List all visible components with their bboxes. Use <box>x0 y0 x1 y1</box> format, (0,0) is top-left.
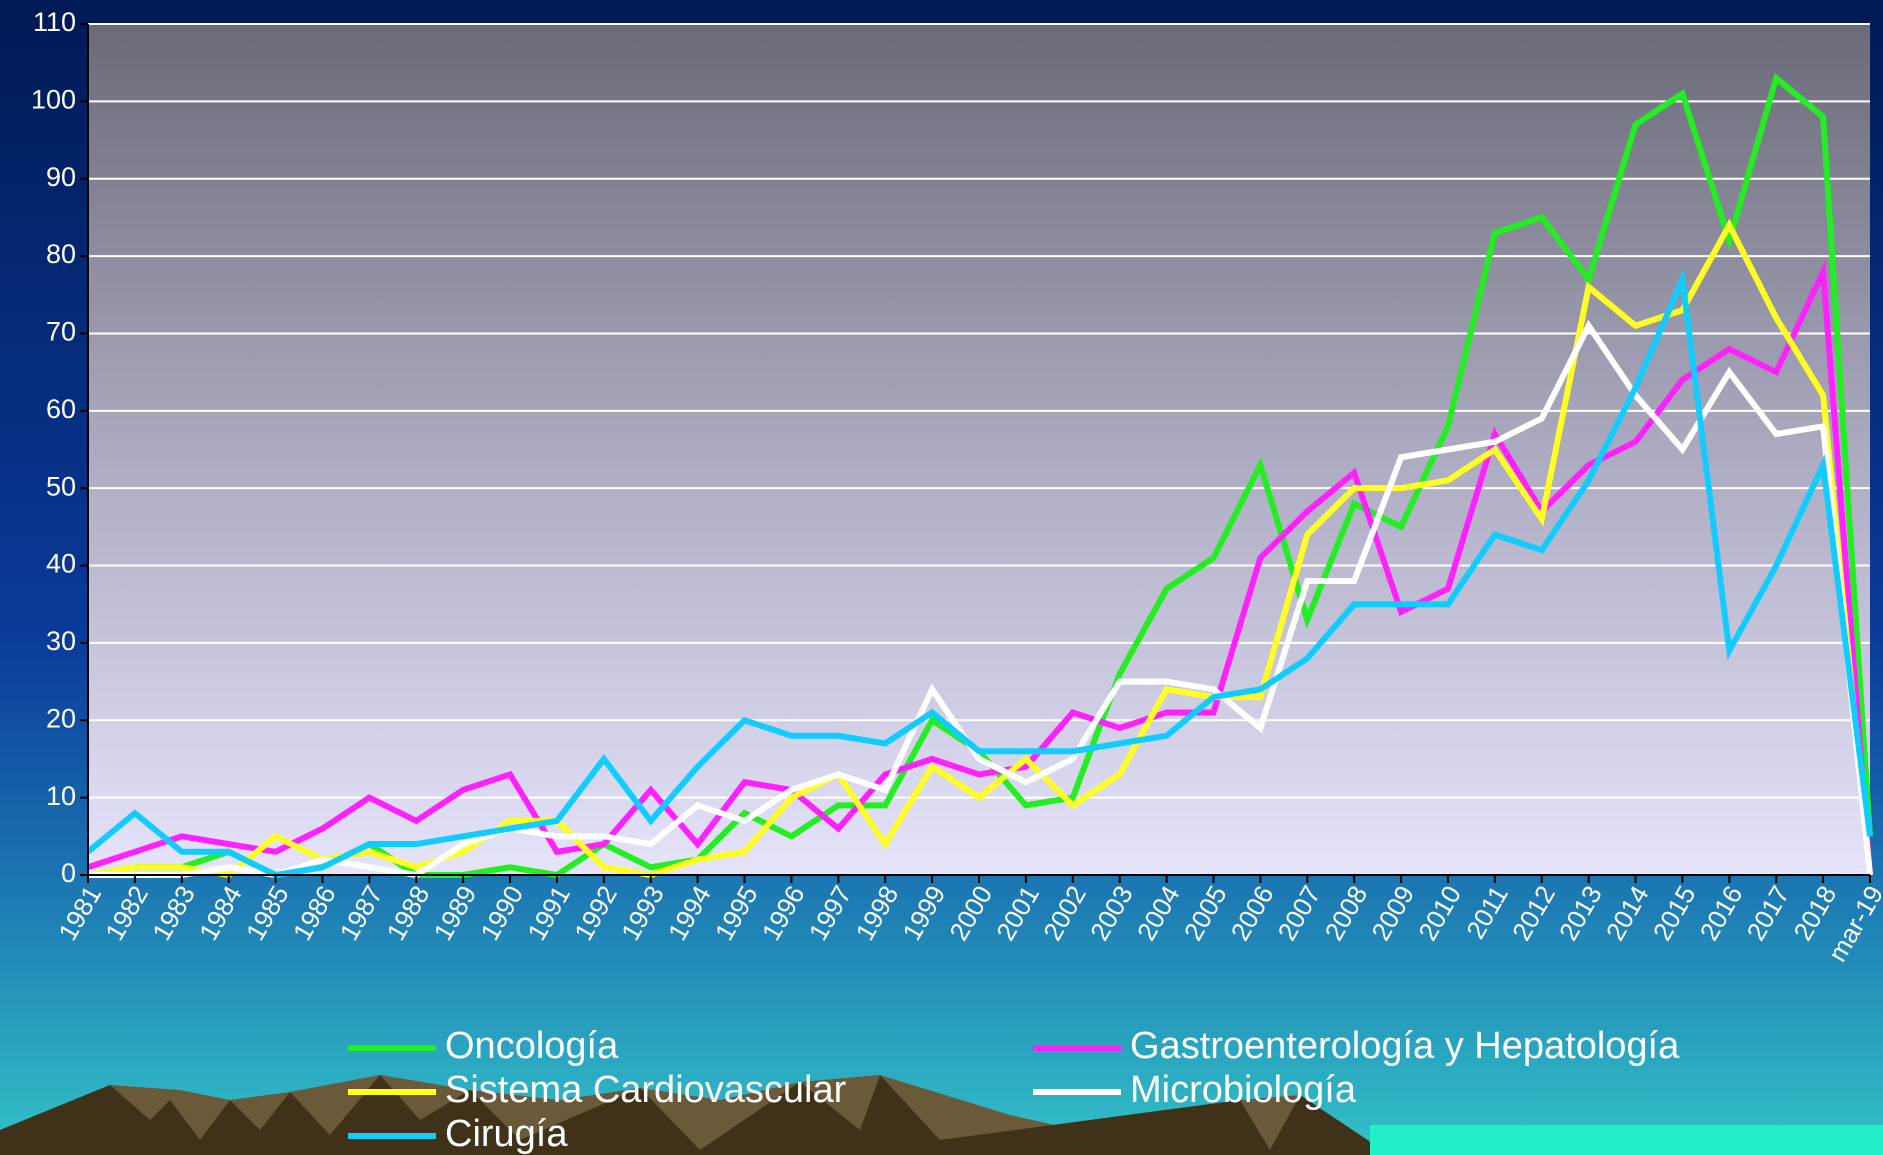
legend-label: Oncología <box>445 1025 619 1067</box>
y-tick-label: 0 <box>61 858 76 888</box>
legend-label: Gastroenterología y Hepatología <box>1130 1025 1680 1067</box>
chart: 0102030405060708090100110198119821983198… <box>0 0 1883 1155</box>
y-tick-label: 100 <box>31 84 76 114</box>
sea <box>1370 1125 1883 1155</box>
y-tick-label: 40 <box>46 549 76 579</box>
legend-label: Cirugía <box>445 1113 568 1155</box>
y-tick-label: 80 <box>46 239 76 269</box>
y-tick-label: 70 <box>46 317 76 347</box>
y-tick-label: 10 <box>46 781 76 811</box>
legend-label: Microbiología <box>1130 1069 1357 1111</box>
y-tick-label: 50 <box>46 471 76 501</box>
y-tick-label: 20 <box>46 703 76 733</box>
legend-label: Sistema Cardiovascular <box>445 1069 847 1111</box>
page: {"chart_data": {"type": "line", "categor… <box>0 0 1883 1155</box>
y-tick-label: 30 <box>46 626 76 656</box>
y-tick-label: 60 <box>46 394 76 424</box>
y-tick-label: 90 <box>46 162 76 192</box>
y-tick-label: 110 <box>33 7 76 37</box>
